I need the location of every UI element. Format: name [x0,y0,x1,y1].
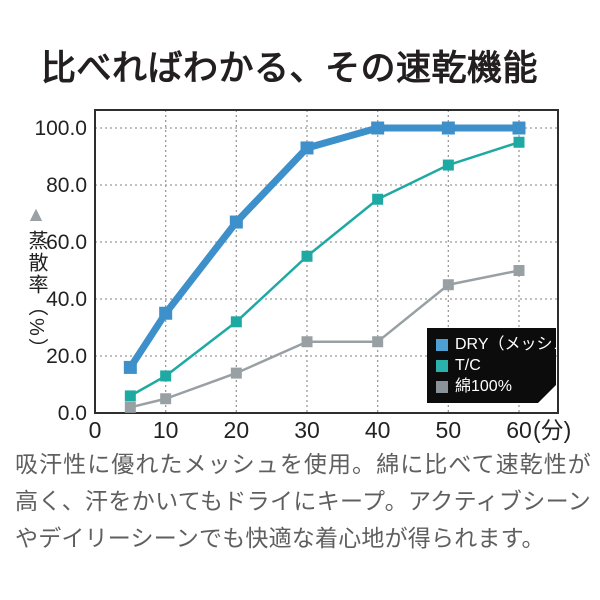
x-tick-label: 60 [506,417,532,443]
data-point-marker-cotton-100 [230,367,242,379]
data-point-marker-dry-mesh [371,121,385,135]
y-tick-label: 80.0 [46,174,87,197]
data-point-marker-cotton-100 [124,401,136,413]
data-point-marker-tc [301,250,313,262]
x-axis-unit: (分) [533,417,571,443]
legend-item-label: 綿100% [455,377,512,395]
y-tick-label: 40.0 [46,288,87,311]
y-axis-label: 蒸散率（%） [25,230,47,360]
data-point-marker-tc [124,390,136,402]
legend-item-tc: T/C [436,358,556,374]
data-point-marker-tc [513,136,525,148]
x-tick-label: 50 [436,417,462,443]
x-tick-label: 20 [224,417,250,443]
y-tick-label: 60.0 [46,231,87,254]
legend-item-label: DRY（メッシュ） [455,335,585,353]
data-point-marker-dry-mesh [441,121,455,135]
legend-swatch-icon [436,339,448,351]
data-point-marker-cotton-100 [160,393,172,405]
description-text: 吸汗性に優れたメッシュを使用。綿に比べて速乾性が高く、汗をかいてもドライにキープ… [15,451,591,551]
data-point-marker-tc [372,193,384,205]
up-triangle-icon: ▲ [25,203,47,226]
data-point-marker-tc [230,316,242,328]
y-tick-label: 20.0 [46,345,87,368]
data-point-marker-cotton-100 [301,336,313,348]
plot-border [94,109,559,414]
data-point-marker-cotton-100 [372,336,384,348]
legend-item-label: T/C [455,356,481,374]
data-point-marker-tc [160,370,172,382]
x-tick-label: 0 [89,417,102,443]
page-title: 比べればわかる、その速乾機能 [41,49,539,88]
data-point-marker-dry-mesh [512,121,526,135]
legend-item-dry-mesh: DRY（メッシュ） [436,337,556,353]
x-tick-label: 40 [365,417,391,443]
x-tick-label: 10 [153,417,179,443]
y-tick-label: 100.0 [34,117,87,140]
chart-legend: DRY（メッシュ） T/C 綿100% [427,328,556,403]
data-point-marker-tc [442,159,454,171]
y-tick-label: 0.0 [58,402,87,425]
y-axis-label-group: ▲ 蒸散率（%） [18,204,54,360]
line-chart: 0.0 20.0 40.0 60.0 80.0 100.0 0 10 20 30 40 50 60 (分) [34,109,571,443]
data-point-marker-dry-mesh [159,306,173,320]
legend-item-cotton-100: 綿100% [436,379,556,395]
data-point-marker-cotton-100 [442,279,454,291]
legend-swatch-icon [436,381,448,393]
data-point-marker-dry-mesh [229,215,243,229]
data-point-marker-dry-mesh [123,360,137,374]
data-point-marker-dry-mesh [300,141,314,155]
x-tick-label: 30 [294,417,320,443]
legend-swatch-icon [436,360,448,372]
data-point-marker-cotton-100 [513,265,525,276]
